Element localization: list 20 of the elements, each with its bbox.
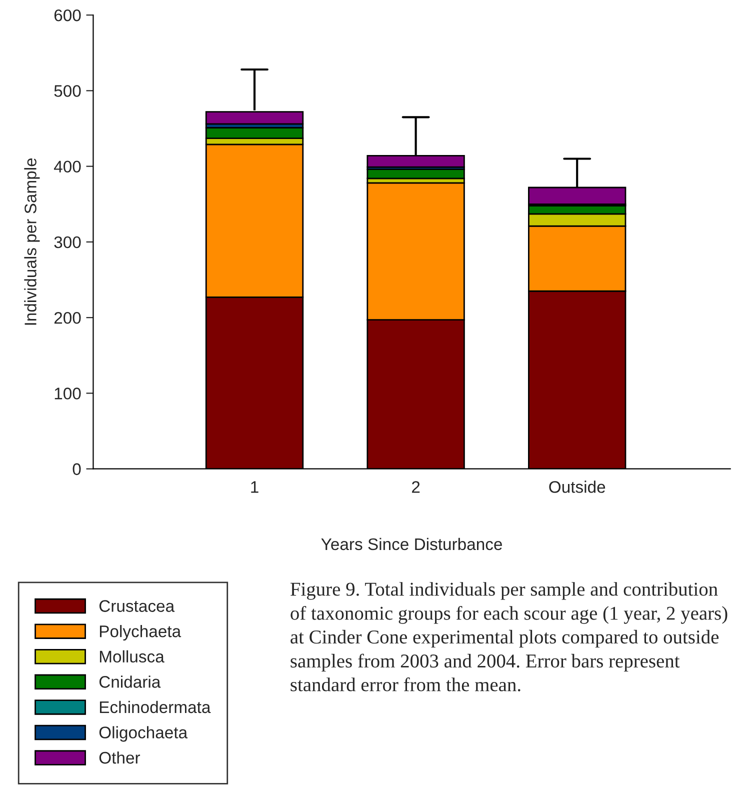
x-tick-label: Outside <box>549 480 606 493</box>
x-tick-label: 2 <box>412 481 420 493</box>
y-tick-label: 100 <box>54 388 81 400</box>
y-tick-label: 0 <box>72 463 81 476</box>
legend-label: Mollusca <box>100 650 164 663</box>
y-tick-label: 600 <box>54 9 81 22</box>
x-tick-label: 1 <box>251 481 258 493</box>
legend-label: Oligochaeta <box>99 726 188 742</box>
legend-label: Cnidaria <box>99 676 161 688</box>
y-tick-label: 200 <box>54 312 81 324</box>
legend-label: Crustacea <box>99 600 175 612</box>
caption: Figure 9. Total individuals per sample and contribution of taxonomic groups for each scour age (1 year, 2 years) at Cinder Cone experimental plots compared to outside samples from 2003 and 2004. Error bars represent standard error from the mean. <box>290 582 728 692</box>
legend-label: Polychaeta <box>100 625 182 641</box>
x-axis-title: Years Since Disturbance <box>321 538 502 550</box>
y-axis-title: Individuals per Sample <box>24 158 40 325</box>
legend-label: Echinodermata <box>100 700 211 714</box>
y-tick-label: 400 <box>54 160 81 173</box>
y-tick-label: 300 <box>54 236 81 248</box>
legend-label: Other <box>99 751 140 764</box>
y-tick-label: 500 <box>54 85 81 97</box>
